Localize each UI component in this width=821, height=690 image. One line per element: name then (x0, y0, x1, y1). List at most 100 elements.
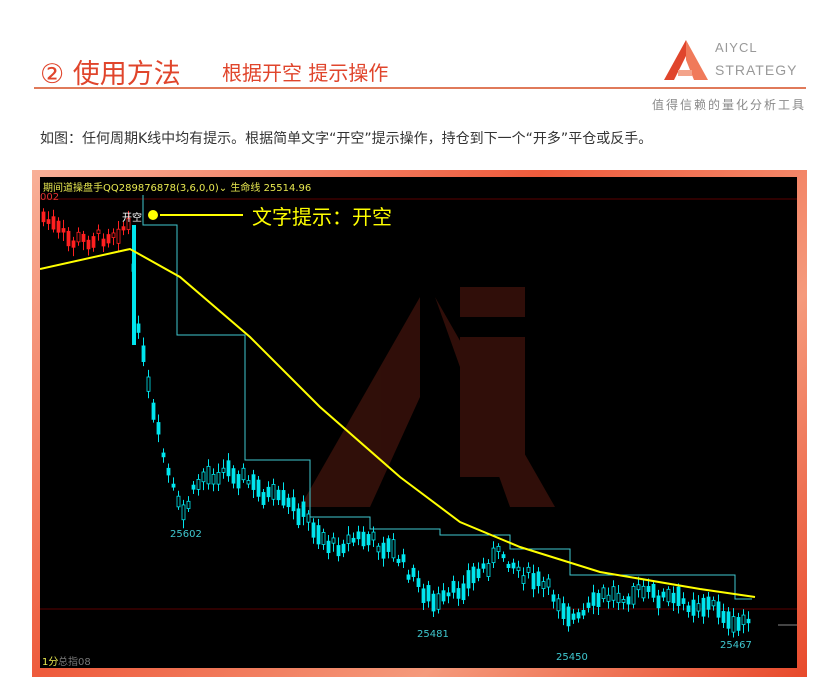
candle (226, 460, 231, 477)
candle (516, 566, 521, 572)
candle (441, 590, 446, 602)
candle (286, 497, 291, 508)
candle (746, 618, 751, 624)
candle (466, 570, 471, 589)
candle (721, 611, 726, 623)
candle (406, 574, 411, 580)
candle (86, 239, 91, 250)
candle (711, 599, 716, 607)
divider (34, 87, 806, 89)
candle (551, 594, 556, 602)
candle (401, 554, 406, 563)
candle (631, 586, 636, 605)
candle (261, 492, 266, 505)
candle (321, 532, 326, 545)
candle (346, 534, 351, 544)
candle (701, 597, 706, 617)
candle (446, 592, 451, 597)
price-label: 25481 (417, 629, 449, 640)
price-fragment: 002 (40, 192, 60, 203)
candle (656, 595, 661, 609)
candle (171, 483, 176, 488)
candle (651, 583, 656, 598)
candle (61, 228, 66, 233)
candle (236, 474, 241, 489)
candle (41, 211, 46, 223)
candle (506, 563, 511, 568)
candle (526, 566, 531, 573)
candle (116, 228, 121, 244)
price-label: 25467 (720, 640, 752, 651)
candle (301, 501, 306, 517)
tagline: 值得信赖的量化分析工具 (651, 98, 806, 112)
candle (91, 236, 96, 248)
candle (146, 376, 151, 392)
candle (706, 596, 711, 610)
signal-dot (148, 210, 158, 220)
candle (686, 605, 691, 613)
candle (456, 588, 461, 599)
candle (646, 586, 651, 592)
candle (616, 592, 621, 604)
candle (486, 563, 491, 577)
candle (181, 504, 186, 521)
section-subtitle: 根据开空 提示操作 (222, 61, 389, 85)
candle (661, 591, 666, 598)
candle (141, 345, 146, 362)
candle (106, 234, 111, 244)
candle (381, 542, 386, 559)
candle (46, 219, 51, 224)
candle (436, 593, 441, 610)
candle (586, 602, 591, 608)
candle (731, 616, 736, 633)
candle (56, 220, 61, 233)
candle (231, 468, 236, 484)
candle (196, 478, 201, 490)
candle (451, 580, 456, 593)
candle (156, 422, 161, 435)
candle (621, 599, 626, 603)
candle (496, 545, 501, 552)
candle (101, 238, 106, 247)
candle (151, 402, 156, 420)
candle (371, 531, 376, 541)
candle (566, 606, 571, 627)
candle (521, 575, 526, 584)
candle (206, 465, 211, 485)
chart-canvas (40, 195, 797, 638)
candle (256, 479, 261, 497)
candle (386, 538, 391, 552)
chevron-down-icon: ⌄ (218, 183, 228, 194)
candle (591, 592, 596, 606)
candle (426, 585, 431, 602)
aiycl-logo (664, 40, 708, 80)
candle (221, 467, 226, 473)
candle (316, 525, 321, 545)
candle (66, 230, 71, 247)
candle (251, 474, 256, 490)
candle (541, 581, 546, 589)
candle (511, 562, 516, 569)
candle (96, 229, 101, 234)
candle (51, 216, 56, 230)
candle (741, 614, 746, 626)
candle (571, 613, 576, 620)
candle (671, 592, 676, 604)
candle (291, 497, 296, 512)
candle (676, 586, 681, 606)
candle (416, 578, 421, 587)
candle (366, 534, 371, 546)
candle (281, 490, 286, 506)
annotation-text: 文字提示：开空 (252, 205, 392, 229)
candle (431, 593, 436, 612)
candle (726, 611, 731, 629)
candle (626, 596, 631, 605)
candle (311, 522, 316, 538)
section-title: ② 使用方法 (40, 59, 181, 90)
candle (666, 588, 671, 603)
candle (296, 508, 301, 526)
logo-text-1: AIYCL (715, 40, 758, 55)
candle (596, 593, 601, 607)
candle (356, 531, 361, 540)
candle (276, 489, 281, 501)
